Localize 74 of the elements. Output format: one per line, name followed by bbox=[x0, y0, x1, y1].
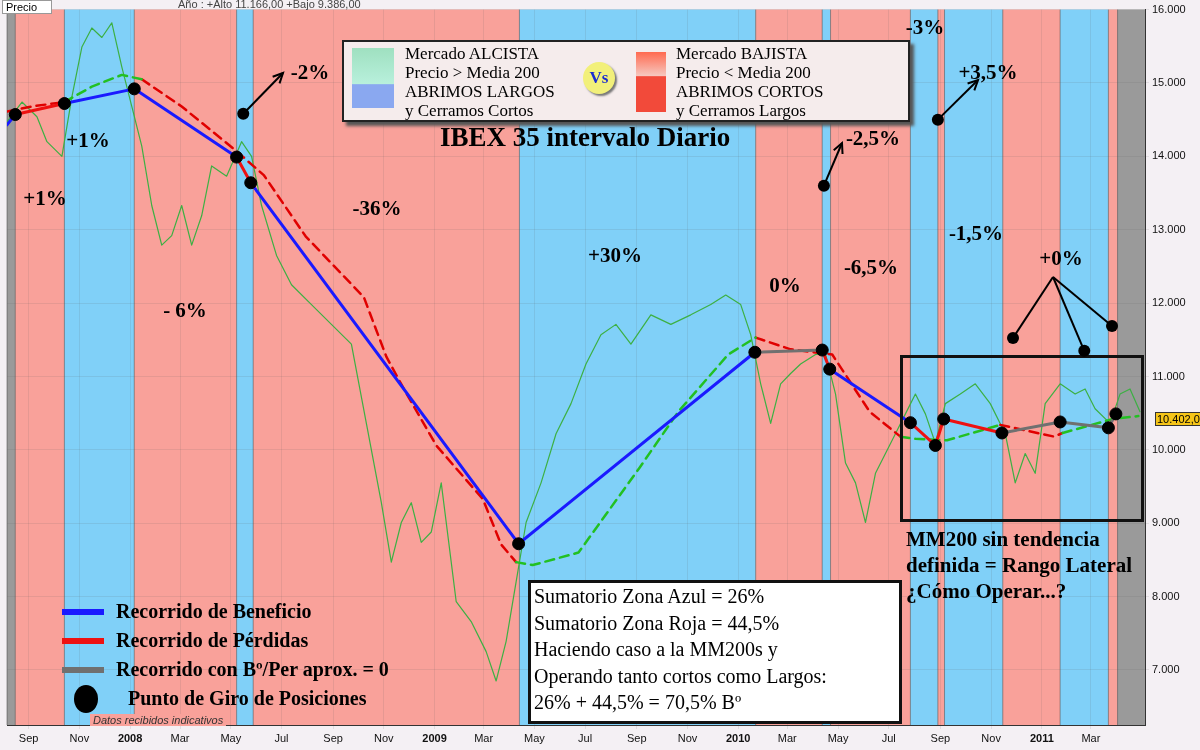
point bbox=[748, 345, 762, 359]
annotation: Datos recibidos indicativos bbox=[90, 714, 227, 726]
y-tick-label: 9.000 bbox=[1152, 516, 1180, 529]
legend-label: Punto de Giro de Posiciones bbox=[128, 687, 367, 710]
point bbox=[903, 416, 917, 430]
y-tick-label: 15.000 bbox=[1152, 76, 1186, 89]
annotation: -2,5% bbox=[845, 125, 901, 151]
point bbox=[512, 537, 526, 551]
point bbox=[995, 426, 1009, 440]
x-tick-label: Nov bbox=[374, 731, 395, 744]
x-tick-label: Mar bbox=[474, 731, 494, 744]
annotation: +1% bbox=[23, 185, 67, 211]
annotation: +30% bbox=[588, 242, 642, 268]
x-tick-label: Jul bbox=[578, 731, 593, 744]
annotation: -2% bbox=[290, 59, 330, 85]
annotation: Mercado ALCISTA Precio > Media 200 ABRIMOS LARGOS y Cerramos Cortos bbox=[405, 44, 555, 120]
annotation: Vs bbox=[583, 62, 615, 94]
legend-label: Recorrido de Pérdidas bbox=[116, 629, 309, 652]
annotation: - 6% bbox=[163, 297, 207, 323]
point bbox=[57, 97, 71, 111]
point bbox=[1101, 421, 1115, 435]
point bbox=[1109, 407, 1123, 421]
point bbox=[815, 343, 829, 357]
y-tick-label: 13.000 bbox=[1152, 222, 1186, 235]
text: 10.402,0 bbox=[1155, 412, 1200, 426]
x-tick-label: Sep bbox=[930, 731, 951, 744]
point bbox=[127, 82, 141, 96]
point bbox=[244, 176, 258, 190]
point bbox=[823, 362, 837, 376]
y-tick-label: 14.000 bbox=[1152, 149, 1186, 162]
annotation: +3,5% bbox=[958, 59, 1018, 85]
y-tick-label: 8.000 bbox=[1152, 589, 1180, 602]
annotation: -3% bbox=[905, 14, 945, 40]
legend-label: Recorrido con Bº/Per aprox. = 0 bbox=[116, 658, 389, 681]
x-tick-label: 2009 bbox=[422, 731, 447, 744]
point bbox=[8, 108, 22, 122]
annotation: -36% bbox=[352, 195, 402, 221]
x-tick-label: Nov bbox=[981, 731, 1002, 744]
x-tick-label: Sep bbox=[18, 731, 39, 744]
annotation: Mercado BAJISTA Precio < Media 200 ABRIMOS CORTOS y Cerramos Largos bbox=[676, 44, 824, 120]
x-tick-label: May bbox=[220, 731, 242, 744]
point bbox=[1053, 415, 1067, 429]
y-tick-label: 10.000 bbox=[1152, 442, 1186, 455]
x-tick-label: Nov bbox=[69, 731, 90, 744]
annotation: +1% bbox=[66, 127, 110, 153]
annotation: -6,5% bbox=[843, 254, 899, 280]
annotation: -1,5% bbox=[948, 220, 1004, 246]
x-tick-label: Mar bbox=[170, 731, 190, 744]
annotation: Precio bbox=[2, 0, 53, 14]
x-tick-label: Jul bbox=[881, 731, 896, 744]
x-tick-label: May bbox=[524, 731, 546, 744]
annotation: Sumatorio Zona Azul = 26% Sumatorio Zona Roja = 44,5% Haciendo caso a la MM200s y Operando tanto cortos como Largos: 26% + 44,5% = 70,5% Bº bbox=[534, 584, 827, 715]
x-tick-label: 2008 bbox=[117, 731, 143, 744]
x-tick-label: Sep bbox=[626, 731, 647, 744]
x-tick-label: Nov bbox=[677, 731, 698, 744]
y-tick-label: 12.000 bbox=[1152, 296, 1186, 309]
annotation: 0% bbox=[769, 272, 801, 298]
x-tick-label: 2011 bbox=[1029, 731, 1054, 744]
text: IBEX 35 intervalo Diario bbox=[440, 122, 731, 153]
x-tick-label: Jul bbox=[274, 731, 289, 744]
x-tick-label: Mar bbox=[777, 731, 798, 744]
annotation: Año : +Alto 11.166,00 +Bajo 9.386,00 bbox=[178, 0, 361, 10]
point bbox=[928, 438, 942, 452]
y-tick-label: 7.000 bbox=[1152, 663, 1180, 675]
x-tick-label: May bbox=[827, 731, 849, 744]
point bbox=[230, 150, 244, 164]
annotation: MM200 sin tendencia definida = Rango Lateral ¿Cómo Operar...? bbox=[906, 526, 1133, 604]
x-tick-label: Mar bbox=[1081, 731, 1101, 744]
x-tick-label: 2010 bbox=[725, 731, 751, 744]
legend-label: Recorrido de Beneficio bbox=[116, 600, 312, 623]
x-tick-label: Sep bbox=[323, 731, 343, 744]
y-tick-label: 11.000 bbox=[1152, 369, 1185, 382]
y-tick-label: 16.000 bbox=[1152, 2, 1186, 15]
point bbox=[937, 412, 951, 426]
